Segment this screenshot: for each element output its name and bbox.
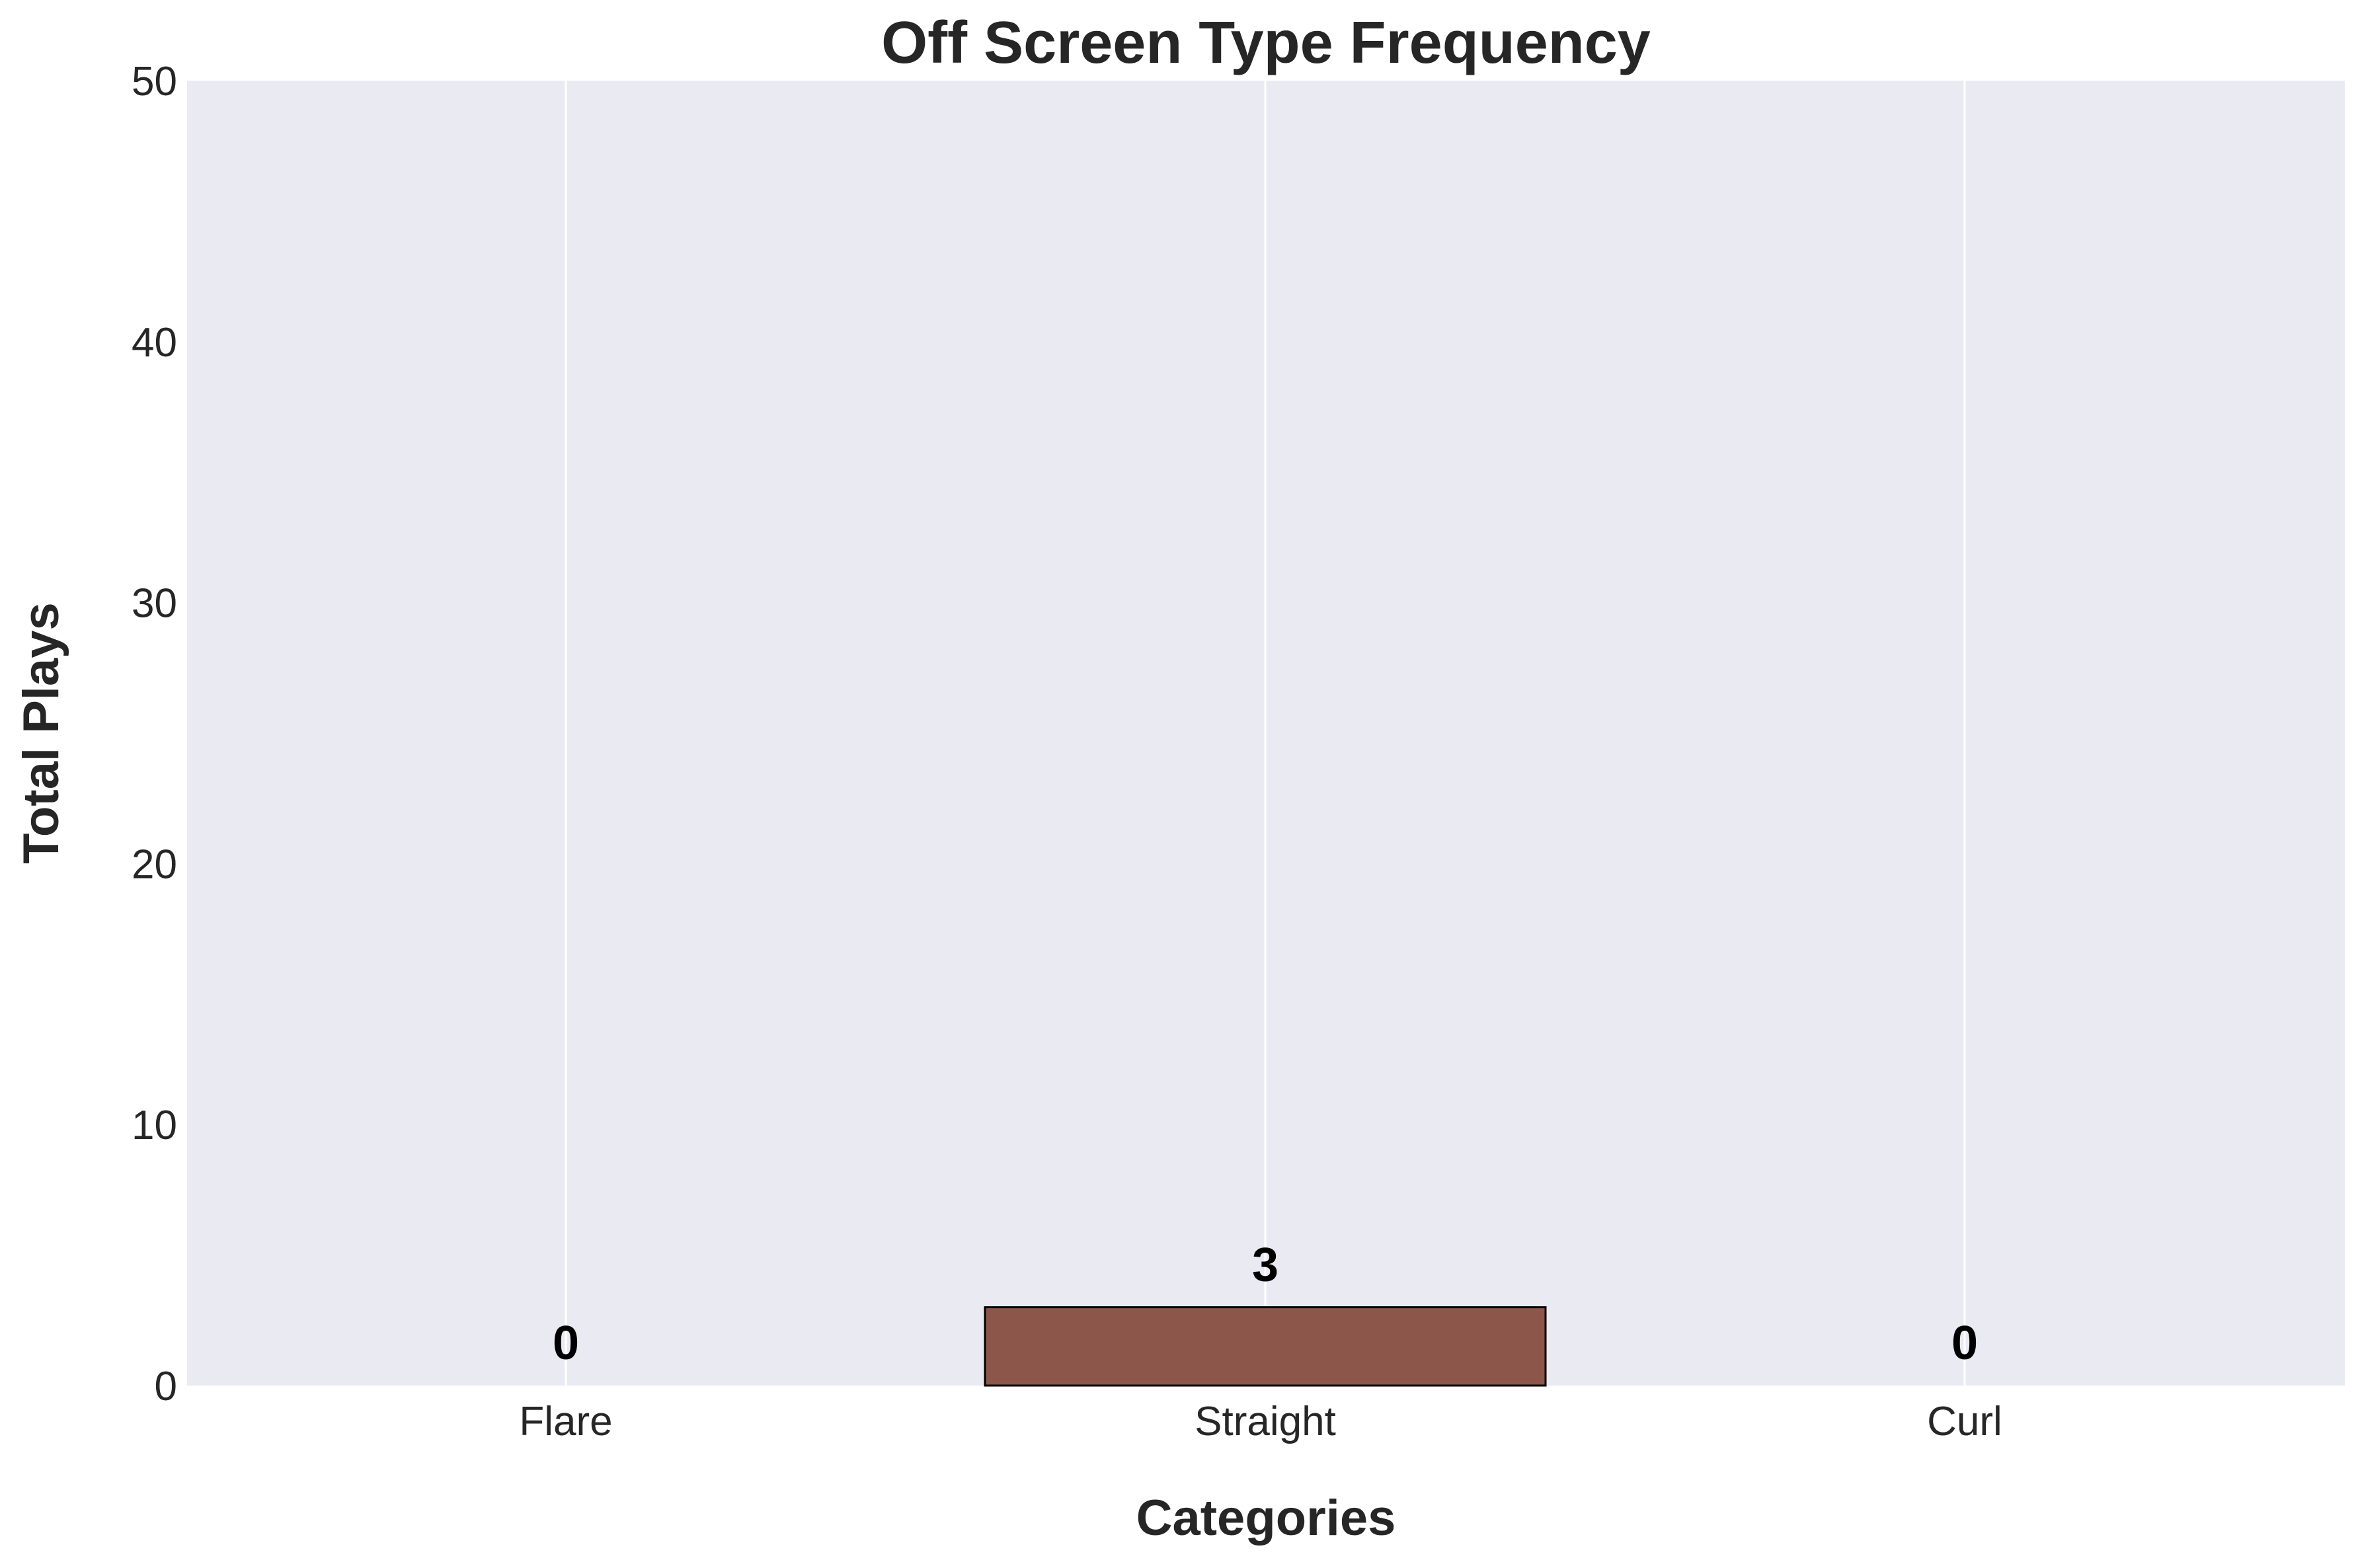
y-tick-label: 10 [132,1103,177,1148]
y-tick-label: 50 [132,59,177,104]
y-tick-label: 40 [132,320,177,366]
x-tick-label: Flare [519,1399,612,1444]
chart-title: Off Screen Type Frequency [881,10,1651,76]
data-label-straight: 3 [1252,1239,1278,1292]
y-tick-labels: 0 10 20 30 40 50 [132,59,177,1409]
grid-lines [565,81,1966,1386]
bars [984,1306,1547,1387]
y-tick-label: 0 [155,1364,177,1409]
data-label-curl: 0 [1951,1317,1978,1370]
x-tick-label: Straight [1195,1399,1336,1444]
y-axis-label: Total Plays [13,602,69,864]
bar-straight [984,1306,1547,1387]
x-tick-label: Curl [1927,1399,2002,1444]
data-label-flare: 0 [553,1317,579,1370]
x-tick-labels: Flare Straight Curl [519,1399,2002,1444]
y-tick-label: 30 [132,581,177,627]
y-tick-label: 20 [132,842,177,887]
x-axis-label: Categories [1136,1490,1396,1546]
data-labels: 0 3 0 [553,1239,1978,1370]
